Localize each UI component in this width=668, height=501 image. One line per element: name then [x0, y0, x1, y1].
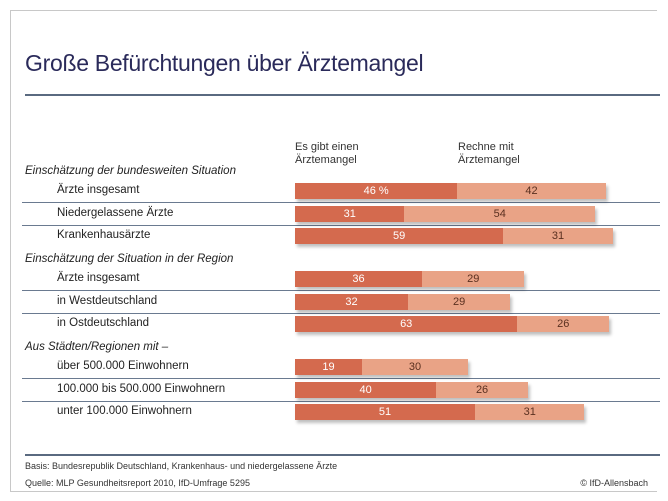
legend-series-1: Es gibt einen Ärztemangel: [295, 141, 359, 167]
data-label: 51: [378, 406, 392, 418]
row-label: über 500.000 Einwohnern: [57, 360, 189, 373]
stacked-bar: 59 31: [295, 228, 613, 244]
bar-segment-series-2: 30: [362, 359, 468, 375]
legend-text: Rechne mit: [458, 141, 514, 153]
data-label: 29: [453, 296, 466, 308]
stacked-bar: 63 26: [295, 316, 610, 332]
data-label: 31: [551, 230, 565, 242]
bar-segment-series-2: 29: [407, 294, 511, 310]
group-label: Aus Städten/Regionen mit –: [25, 341, 169, 353]
data-label: 31: [523, 406, 536, 418]
bar-segment-series-1: 46 %: [295, 183, 458, 199]
data-label: 26: [475, 384, 489, 396]
stacked-bar: 40 26: [295, 382, 528, 398]
bar-segment-series-1: 63: [295, 316, 518, 332]
row-separator: [22, 225, 660, 226]
bar-segment-series-1: 31: [295, 206, 405, 222]
stacked-bar: 36 29: [295, 271, 525, 287]
data-label: 63: [400, 318, 413, 330]
data-label: 31: [343, 208, 356, 220]
bar-segment-series-1: 36: [295, 271, 423, 287]
group-label: Einschätzung der bundesweiten Situation: [25, 165, 236, 177]
data-label: 40: [359, 384, 372, 396]
data-label: 26: [557, 318, 570, 330]
row-label: Ärzte insgesamt: [57, 184, 140, 197]
row-label: Ärzte insgesamt: [57, 272, 140, 285]
row-label: in Ostdeutschland: [57, 316, 150, 329]
stacked-bar: 19 30: [295, 359, 468, 375]
row-label: unter 100.000 Einwohnern: [57, 404, 192, 417]
bar-segment-series-1: 19: [295, 359, 363, 375]
row-separator: [22, 378, 660, 379]
data-label: 54: [493, 208, 506, 220]
legend-series-2: Rechne mit Ärztemangel: [458, 141, 520, 167]
bar-segment-series-1: 51: [295, 404, 476, 420]
data-label: 32: [345, 296, 358, 308]
footer-rule: [25, 454, 660, 456]
legend-text: Ärztemangel: [458, 154, 520, 166]
data-label: 46 %: [363, 185, 389, 197]
data-label: 30: [408, 361, 422, 373]
row-separator: [22, 290, 660, 291]
data-label: 19: [322, 361, 335, 373]
row-label: in Westdeutschland: [57, 294, 158, 307]
bar-segment-series-1: 32: [295, 294, 408, 310]
row-label: Niedergelassene Ärzte: [57, 206, 174, 219]
row-separator: [22, 401, 660, 402]
bar-segment-series-2: 26: [436, 382, 528, 398]
bar-segment-series-1: 59: [295, 228, 504, 244]
bar-segment-series-2: 54: [404, 206, 596, 222]
footer-copyright: © IfD-Allensbach: [580, 478, 648, 488]
bar-segment-series-2: 29: [422, 271, 525, 287]
data-label: 36: [352, 273, 365, 285]
data-label: 42: [525, 185, 538, 197]
row-label: Krankenhausärzte: [57, 228, 151, 241]
bar-segment-series-2: 42: [457, 183, 606, 199]
stacked-bar: 51 31: [295, 404, 585, 420]
stacked-bar: 32 29: [295, 294, 511, 310]
stacked-bar: 46 % 42: [295, 183, 606, 199]
data-label: 59: [393, 230, 406, 242]
row-label: 100.000 bis 500.000 Einwohnern: [57, 382, 226, 395]
frame: [10, 10, 657, 492]
group-label: Einschätzung der Situation in der Region: [25, 253, 234, 265]
footer-basis: Basis: Bundesrepublik Deutschland, Krank…: [25, 461, 338, 471]
data-label: 29: [467, 273, 480, 285]
title-rule: [25, 94, 660, 96]
bar-segment-series-2: 26: [517, 316, 610, 332]
row-separator: [22, 202, 660, 203]
bar-segment-series-2: 31: [475, 404, 585, 420]
bar-segment-series-1: 40: [295, 382, 437, 398]
footer-source: Quelle: MLP Gesundheitsreport 2010, IfD-…: [25, 478, 250, 488]
legend-text: Ärztemangel: [295, 154, 357, 166]
legend-text: Es gibt einen: [295, 141, 359, 153]
stacked-bar: 31 54: [295, 206, 596, 222]
bar-segment-series-2: 31: [503, 228, 613, 244]
chart-title: Große Befürchtungen über Ärztemangel: [25, 50, 424, 76]
row-separator: [22, 313, 660, 314]
